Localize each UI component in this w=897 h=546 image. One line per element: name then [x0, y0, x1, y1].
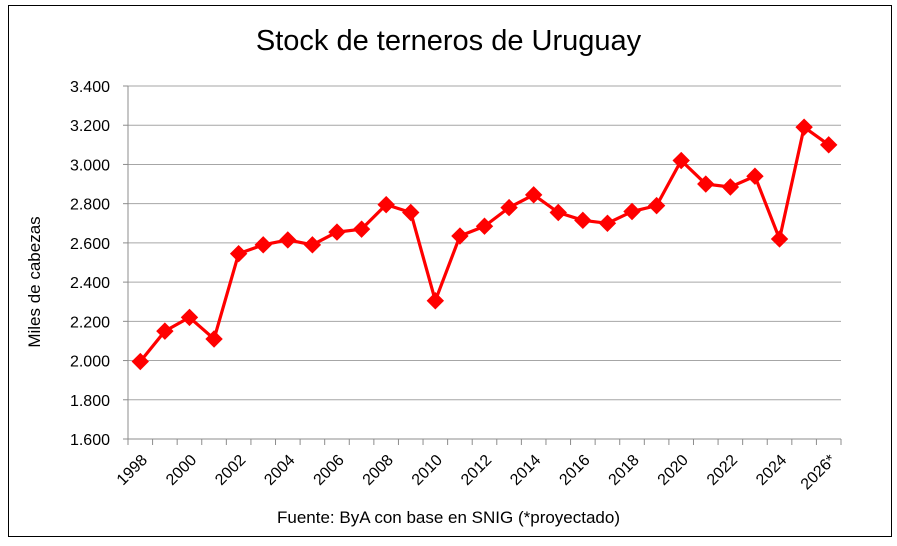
grid-lines — [128, 85, 841, 401]
data-point-marker — [721, 178, 740, 196]
data-point-marker — [500, 198, 518, 217]
chart-frame — [8, 5, 892, 537]
x-tick-label: 2020 — [655, 452, 692, 489]
y-tick-label: 3.200 — [70, 118, 110, 135]
y-tick-label: 3.400 — [70, 79, 110, 96]
data-point-marker — [451, 227, 469, 245]
y-tick-label: 2.600 — [70, 236, 110, 253]
data-point-marker — [131, 352, 150, 371]
y-tick-label: 2.800 — [70, 197, 110, 214]
chart-source-note: Fuente: ByA con base en SNIG (*proyectad… — [276, 508, 621, 527]
x-tick-label: 2004 — [261, 452, 298, 489]
x-tick-label: 2002 — [212, 452, 249, 489]
x-tick-label: 2008 — [360, 452, 397, 489]
data-point-marker — [156, 322, 174, 340]
data-point-marker — [475, 217, 494, 235]
data-point-marker — [770, 230, 789, 248]
data-point-marker — [647, 196, 666, 215]
data-point-marker — [746, 167, 764, 185]
y-tick-label: 2.000 — [70, 354, 110, 371]
data-point-marker — [377, 195, 395, 214]
chart-title: Stock de terneros de Uruguay — [255, 25, 642, 57]
y-tick-label: 1.600 — [70, 432, 110, 449]
x-tick-label: 2010 — [409, 452, 446, 489]
x-tick-label: 2026* — [798, 452, 840, 494]
y-tick-label: 2.400 — [70, 275, 110, 292]
y-tick-label: 1.800 — [70, 393, 110, 410]
x-tick-label: 2022 — [704, 452, 741, 489]
series-line — [139, 125, 830, 363]
data-point-marker — [254, 236, 272, 254]
data-point-marker — [697, 175, 715, 193]
data-point-marker — [205, 330, 223, 348]
data-point-marker — [549, 203, 567, 222]
x-tick-label: 2018 — [606, 452, 643, 489]
data-point-marker — [524, 186, 543, 204]
data-point-marker — [426, 292, 445, 310]
data-point-marker — [229, 244, 248, 263]
data-point-marker — [402, 203, 420, 222]
x-tick-label: 2012 — [458, 452, 495, 489]
y-axis-label: Miles de cabezas — [25, 216, 44, 347]
data-point-marker — [623, 202, 641, 221]
y-tick-labels: 1.600 1.800 2.000 2.200 2.400 2.600 2.800 3.000… — [70, 79, 110, 449]
y-tick-label: 3.000 — [70, 157, 110, 174]
data-point-marker — [795, 118, 813, 136]
data-point-marker — [279, 231, 297, 249]
x-tick-label: 2024 — [753, 452, 790, 489]
data-point-marker — [574, 211, 592, 230]
y-tick-label: 2.200 — [70, 314, 110, 331]
x-tick-label: 2006 — [311, 452, 348, 489]
x-tick-label: 2000 — [163, 452, 200, 489]
axes — [123, 85, 842, 445]
data-point-marker — [352, 220, 371, 238]
series-markers — [131, 118, 838, 371]
x-tick-label: 1998 — [114, 452, 151, 489]
data-point-marker — [598, 214, 617, 232]
x-tick-labels: 1998 2000 2002 2004 2006 2008 2010 2012 2014 2016… — [114, 452, 840, 494]
series-line — [139, 125, 830, 363]
x-tick-label: 2014 — [507, 452, 544, 489]
data-point-marker — [328, 223, 346, 241]
data-point-marker — [672, 151, 690, 170]
data-point-marker — [180, 308, 199, 327]
x-tick-label: 2016 — [556, 452, 593, 489]
data-point-marker — [819, 136, 838, 154]
data-point-marker — [303, 236, 322, 254]
